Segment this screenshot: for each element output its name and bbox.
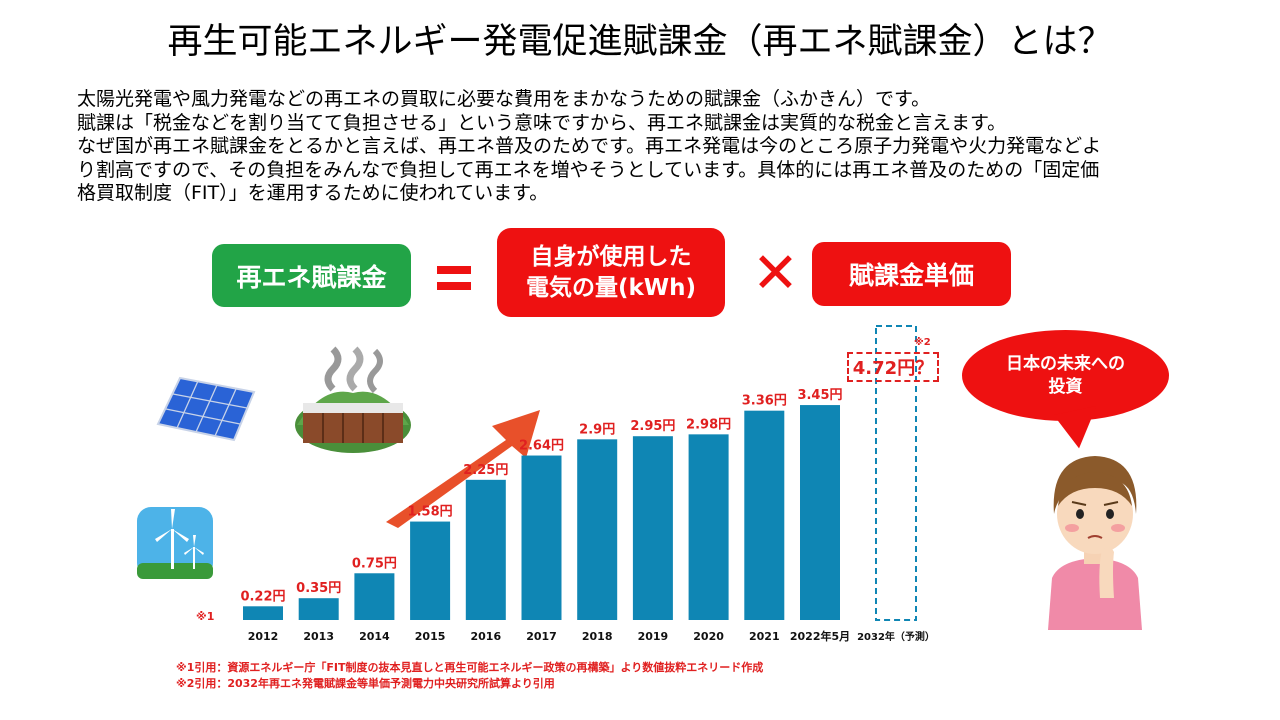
x-tick-label: 2012 <box>248 630 279 643</box>
data-label: 2.98円 <box>686 417 731 432</box>
bar-2017 <box>521 455 562 620</box>
footnotes: ※1引用：資源エネルギー庁「FIT制度の抜本見直しと再生可能エネルギー政策の再構… <box>176 660 763 692</box>
x-tick-label: 2021 <box>749 630 780 643</box>
wind-turbine-illustration <box>137 507 213 579</box>
formula-usage-line1: 自身が使用した <box>530 243 692 270</box>
bar-2015 <box>410 521 451 620</box>
data-label: 2.95円 <box>630 419 675 434</box>
data-label: 0.75円 <box>352 556 397 571</box>
multiply-sign: ✕ <box>752 241 799 306</box>
data-label: 0.22円 <box>240 589 285 604</box>
x-tick-label: 2022年5月 <box>790 629 850 643</box>
x-tick-label: 2018 <box>582 630 613 643</box>
bar-2020 <box>688 434 729 620</box>
formula-usage-line2: 電気の量(kWh) <box>525 274 697 301</box>
bar-2016 <box>465 479 506 620</box>
equals-sign <box>437 266 471 274</box>
page-title: 再生可能エネルギー発電促進賦課金（再エネ賦課金）とは？ <box>167 22 1113 62</box>
x-tick-label: 2020 <box>693 630 724 643</box>
description-line: 賦課は「税金などを割り当てて負担させる」という意味ですから、再エネ賦課金は実質的… <box>77 111 1007 134</box>
callout-line2: 投資 <box>1048 376 1083 397</box>
x-tick-label: 2013 <box>303 630 334 643</box>
formula-usage-box: 自身が使用した 電気の量(kWh) <box>497 228 725 317</box>
footnote-1: ※1引用：資源エネルギー庁「FIT制度の抜本見直しと再生可能エネルギー政策の再構… <box>176 661 764 674</box>
bar-2022年5月 <box>800 405 840 620</box>
thinking-woman-illustration <box>1048 456 1142 630</box>
callout-line1: 日本の未来への <box>1006 353 1125 374</box>
bar-2012 <box>243 606 283 620</box>
source-ref-mark: ※1 <box>196 610 215 623</box>
data-label: 2.64円 <box>519 439 564 454</box>
bar-2018 <box>577 439 618 620</box>
data-label: 0.35円 <box>296 581 341 596</box>
data-label: 2.9円 <box>579 422 615 437</box>
x-tick-label: 2019 <box>638 630 669 643</box>
growth-arrow-icon <box>386 410 540 528</box>
x-tick-label: 2014 <box>359 630 390 643</box>
bar-2019 <box>632 436 673 620</box>
investment-speech-bubble: 日本の未来への 投資 <box>962 330 1169 421</box>
data-label: 3.36円 <box>742 394 787 409</box>
data-label: 1.58円 <box>408 505 453 520</box>
footnote-2: ※2引用：2032年再エネ発電賦課金等単価予測電力中央研究所試算より引用 <box>176 677 555 690</box>
x-tick-label: 2016 <box>470 630 501 643</box>
bar-2021 <box>744 410 785 620</box>
description-line: なぜ国が再エネ賦課金をとるかと言えば、再エネ普及のためです。再エネ発電は今のとこ… <box>77 135 1102 158</box>
description-line: り割高ですので、その負担をみんなで負担して再エネを増やそうとしています。具体的に… <box>77 158 1100 181</box>
bar-predicted <box>875 324 917 621</box>
formula-levy-box: 再エネ賦課金 <box>212 244 411 307</box>
description-line: 太陽光発電や風力発電などの再エネの買取に必要な費用をまかなうための賦課金（ふかき… <box>77 88 931 110</box>
prediction-ref-mark: ※2 <box>914 337 931 348</box>
solar-panel-illustration <box>156 376 256 442</box>
x-tick-label: 2032年（予測） <box>857 630 935 643</box>
x-tick-label: 2017 <box>526 630 557 643</box>
description: 太陽光発電や風力発電などの再エネの買取に必要な費用をまかなうための賦課金（ふかき… <box>77 88 1237 206</box>
bar-2014 <box>354 573 395 620</box>
data-label: 3.45円 <box>797 388 842 403</box>
prediction-label: 4.72円？ <box>847 352 939 382</box>
bar-2013 <box>298 598 339 620</box>
description-line: 格買取制度（FIT）」を運用するために使われています。 <box>77 182 549 205</box>
formula-unit-price-box: 賦課金単価 <box>812 242 1011 306</box>
geothermal-plant-illustration <box>295 346 411 453</box>
data-label: 2.25円 <box>463 463 508 478</box>
x-tick-label: 2015 <box>415 630 446 643</box>
